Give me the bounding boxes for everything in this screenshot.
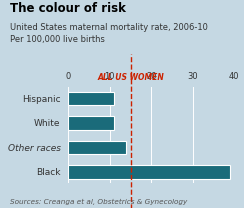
Text: ALL US WOMEN: ALL US WOMEN xyxy=(98,73,164,82)
Text: Per 100,000 live births: Per 100,000 live births xyxy=(10,35,105,44)
Text: The colour of risk: The colour of risk xyxy=(10,2,126,15)
Text: Sources: Creanga et al, Obstetrics & Gynecology: Sources: Creanga et al, Obstetrics & Gyn… xyxy=(10,199,187,205)
Bar xyxy=(68,92,114,105)
Bar xyxy=(68,165,230,179)
Text: United States maternal mortality rate, 2006-10: United States maternal mortality rate, 2… xyxy=(10,23,208,32)
Bar xyxy=(68,141,126,154)
Bar xyxy=(68,116,114,130)
